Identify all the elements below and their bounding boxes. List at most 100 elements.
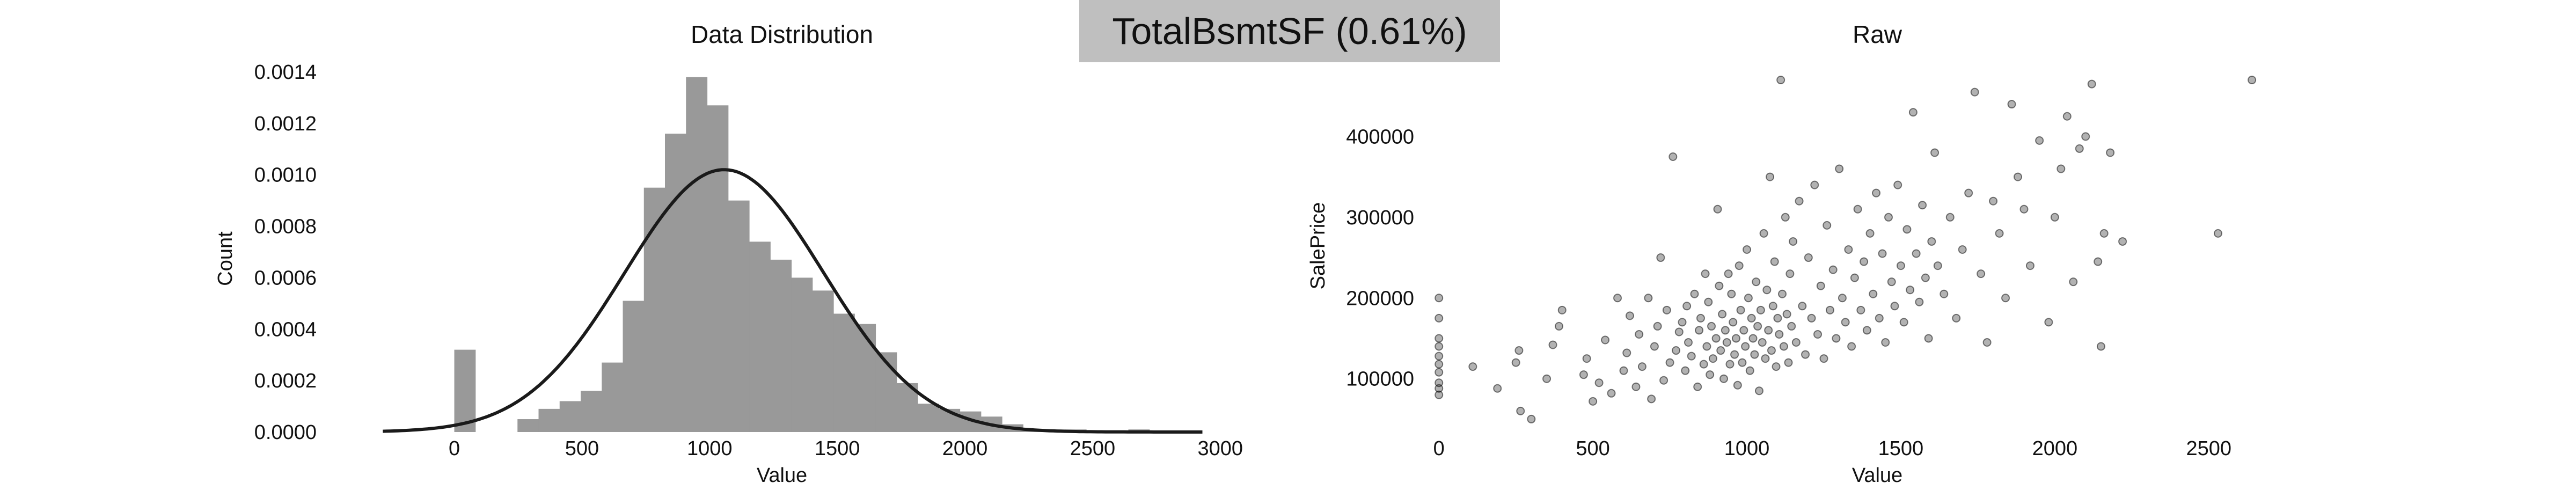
scatter-point bbox=[1631, 382, 1641, 391]
scatter-point bbox=[1807, 313, 1816, 323]
histogram-bar bbox=[559, 401, 581, 432]
histogram-bar bbox=[581, 391, 602, 432]
scatter-point bbox=[1841, 318, 1850, 327]
scatter-point bbox=[2099, 229, 2109, 238]
scatter-point bbox=[1653, 321, 1662, 331]
scatter-point bbox=[2057, 164, 2066, 173]
scatter-point bbox=[1775, 330, 1784, 339]
scatter-point bbox=[1435, 294, 1444, 303]
scatter-point bbox=[1945, 213, 1955, 222]
scatter-point bbox=[1924, 334, 1933, 343]
histogram-y-tick-label: 0.0012 bbox=[254, 113, 317, 135]
scatter-point bbox=[1744, 294, 1753, 303]
scatter-point bbox=[1881, 338, 1890, 347]
scatter-point bbox=[1912, 249, 1921, 258]
scatter-point bbox=[1801, 350, 1810, 359]
scatter-point bbox=[2069, 277, 2078, 287]
scatter-point bbox=[1862, 326, 1871, 335]
histogram-bar bbox=[833, 313, 855, 432]
scatter-point bbox=[1527, 414, 1536, 423]
scatter-point bbox=[1684, 338, 1693, 347]
scatter-y-tick-label: 300000 bbox=[1346, 207, 1414, 229]
scatter-point bbox=[1718, 310, 1727, 319]
scatter-point bbox=[1853, 204, 1862, 214]
histogram-bar bbox=[517, 419, 539, 432]
scatter-point bbox=[1674, 327, 1684, 336]
scatter-point bbox=[1579, 370, 1588, 379]
scatter-point bbox=[1872, 188, 1881, 197]
scatter-point bbox=[1989, 196, 1998, 206]
scatter-point bbox=[1601, 335, 1610, 345]
histogram-bar bbox=[623, 301, 645, 432]
scatter-point bbox=[1893, 180, 1902, 189]
scatter-point bbox=[1662, 305, 1671, 314]
scatter-point bbox=[2019, 204, 2029, 214]
scatter-point bbox=[1656, 253, 1665, 262]
histogram-y-tick-label: 0.0000 bbox=[254, 421, 317, 444]
scatter-point bbox=[1435, 352, 1444, 361]
scatter-point bbox=[1902, 225, 1912, 234]
scatter-point bbox=[1730, 350, 1739, 359]
scatter-point bbox=[1927, 237, 1936, 246]
scatter-x-label: Value bbox=[1852, 464, 1902, 483]
histogram-x-tick-label: 2000 bbox=[942, 437, 988, 460]
scatter-point bbox=[2013, 172, 2022, 181]
scatter-point bbox=[1514, 346, 1524, 355]
scatter-point bbox=[1766, 172, 1775, 181]
scatter-point bbox=[1798, 302, 1807, 311]
scatter-point bbox=[1724, 269, 1733, 279]
histogram-title: Data Distribution bbox=[691, 20, 873, 48]
scatter-point bbox=[1758, 338, 1767, 347]
scatter-point bbox=[1906, 286, 1915, 295]
scatter-point bbox=[1548, 340, 1557, 349]
scatter-point bbox=[1435, 342, 1444, 351]
scatter-point bbox=[1795, 196, 1804, 206]
histogram-bar bbox=[707, 105, 729, 433]
scatter-y-tick-label: 100000 bbox=[1346, 368, 1414, 391]
scatter-point bbox=[1813, 330, 1823, 339]
scatter-point bbox=[1773, 313, 1782, 323]
scatter-point bbox=[1782, 310, 1791, 319]
scatter-point bbox=[1890, 302, 1899, 311]
histogram-bar bbox=[686, 77, 708, 433]
scatter-point bbox=[1713, 204, 1722, 214]
scatter-point bbox=[1702, 342, 1711, 351]
scatter-point bbox=[2007, 100, 2016, 109]
scatter-point bbox=[1644, 294, 1653, 303]
scatter-point bbox=[1690, 289, 1699, 298]
scatter-point bbox=[1791, 338, 1801, 347]
scatter-point bbox=[1752, 277, 1761, 287]
scatter-point bbox=[1875, 313, 1884, 323]
density-curve bbox=[383, 168, 1203, 434]
scatter-point bbox=[1844, 245, 1853, 254]
scatter-y-ticks: 100000 200000 300000 400000 bbox=[1346, 126, 1414, 390]
scatter-point bbox=[2025, 261, 2035, 270]
scatter-point bbox=[1650, 342, 1659, 351]
histogram-bar bbox=[918, 404, 939, 432]
scatter-point bbox=[1704, 297, 1713, 306]
scatter-point bbox=[1681, 366, 1690, 375]
scatter-point bbox=[1435, 313, 1444, 323]
scatter-point bbox=[1915, 297, 1924, 306]
scatter-point bbox=[1804, 253, 1813, 262]
scatter-point bbox=[1995, 229, 2004, 238]
scatter-point bbox=[2118, 237, 2127, 246]
scatter-point bbox=[1701, 269, 1710, 279]
scatter-point bbox=[1555, 321, 1564, 331]
scatter-point bbox=[1733, 380, 1742, 390]
scatter-point bbox=[1748, 334, 1758, 343]
scatter-x-tick-label: 2000 bbox=[2032, 437, 2078, 460]
scatter-point bbox=[1982, 338, 1992, 347]
scatter-point bbox=[1768, 302, 1777, 311]
scatter-point bbox=[1619, 366, 1628, 375]
scatter-point bbox=[1770, 257, 1779, 266]
histogram-bar bbox=[875, 352, 897, 432]
scatter-point bbox=[1516, 406, 1525, 415]
scatter-point bbox=[1759, 229, 1768, 238]
scatter-x-tick-label: 1000 bbox=[1724, 437, 1770, 460]
scatter-point bbox=[1964, 188, 1973, 197]
scatter-point bbox=[2081, 132, 2090, 141]
scatter-point bbox=[1594, 378, 1604, 387]
scatter-point bbox=[1747, 313, 1756, 323]
scatter-point bbox=[1819, 354, 1828, 363]
